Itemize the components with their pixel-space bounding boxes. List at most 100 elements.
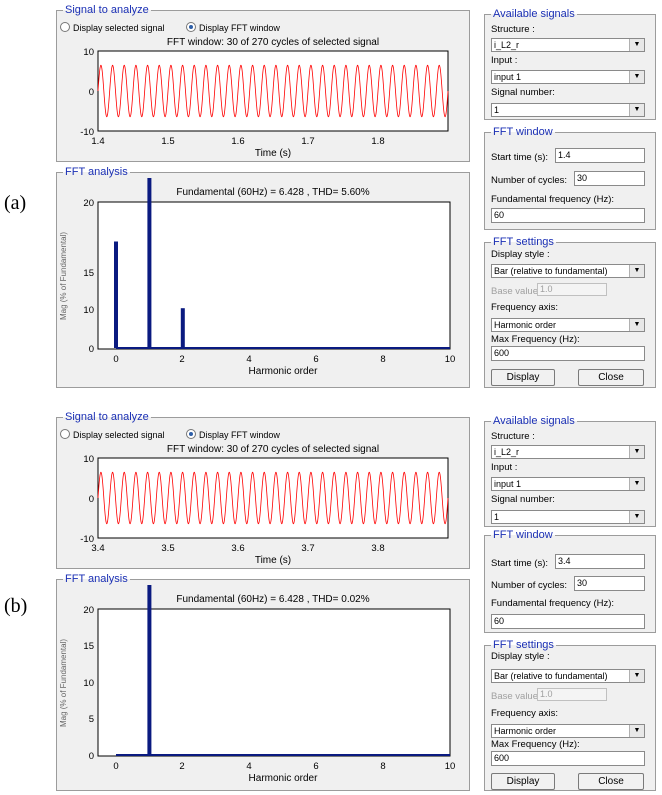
structure-select[interactable]: i_L2_r ▼ xyxy=(491,38,645,52)
y-tick-label: 0 xyxy=(89,751,94,762)
available-signals-group: Available signals xyxy=(484,8,656,120)
y-tick-label: 0 xyxy=(89,87,94,98)
radio-button-selected-icon xyxy=(186,429,196,439)
x-tick-label: 2 xyxy=(179,354,184,365)
frequency-axis-select[interactable]: Harmonic order ▼ xyxy=(491,318,645,332)
display-style-label: Display style : xyxy=(491,651,550,662)
base-value-input: 1.0 xyxy=(537,283,607,296)
signal-number-select[interactable]: 1 ▼ xyxy=(491,103,645,117)
max-frequency-input[interactable]: 600 xyxy=(491,346,645,361)
base-value-input: 1.0 xyxy=(537,688,607,701)
start-time-input[interactable]: 1.4 xyxy=(555,148,645,163)
input-label: Input : xyxy=(491,462,518,473)
fft-plot: Fundamental (60Hz) = 6.428 , THD= 5.60% … xyxy=(59,178,456,377)
input-select[interactable]: input 1 ▼ xyxy=(491,70,645,84)
panel-a: (a) Signal to analyze Display selected s… xyxy=(0,0,662,395)
number-of-cycles-input[interactable]: 30 xyxy=(574,171,645,186)
structure-select[interactable]: i_L2_r ▼ xyxy=(491,445,645,459)
input-select[interactable]: input 1 ▼ xyxy=(491,477,645,491)
y-tick-label: 15 xyxy=(83,268,94,279)
radio-display-fft-window[interactable]: Display FFT window xyxy=(186,22,280,33)
display-style-select[interactable]: Bar (relative to fundamental) ▼ xyxy=(491,669,645,683)
y-axis-label: Mag (% of Fundamental) xyxy=(59,232,68,320)
x-tick-label: 10 xyxy=(445,761,456,772)
x-axis-label: Time (s) xyxy=(255,148,291,159)
panel-label: (b) xyxy=(4,595,28,617)
y-tick-label: 0 xyxy=(89,494,94,505)
y-tick-label: 20 xyxy=(83,198,94,209)
y-tick-label: 10 xyxy=(83,678,94,689)
x-tick-label: 8 xyxy=(380,761,385,772)
radio-display-selected-signal[interactable]: Display selected signal xyxy=(60,429,165,440)
fft-plot-area xyxy=(97,608,451,757)
frequency-axis-label: Frequency axis: xyxy=(491,708,559,719)
start-time-label: Start time (s): xyxy=(491,558,549,569)
fft-bars xyxy=(114,178,185,348)
display-style-label: Display style : xyxy=(491,249,550,260)
harmonic-bar xyxy=(114,241,118,348)
panel-b: (b) Signal to analyze Display selected s… xyxy=(0,407,662,795)
x-tick-label: 3.4 xyxy=(91,543,104,554)
dropdown-arrow-icon: ▼ xyxy=(629,265,644,277)
radio-display-selected-signal[interactable]: Display selected signal xyxy=(60,22,165,33)
group-legend: Available signals xyxy=(493,8,575,20)
group-legend: FFT analysis xyxy=(65,166,128,178)
fft-settings-group: FFT settings xyxy=(484,236,656,388)
dropdown-arrow-icon: ▼ xyxy=(629,670,644,682)
start-time-input[interactable]: 3.4 xyxy=(555,554,645,569)
dropdown-arrow-icon: ▼ xyxy=(629,71,644,83)
x-tick-label: 3.7 xyxy=(301,543,314,554)
dropdown-arrow-icon: ▼ xyxy=(629,511,644,523)
y-tick-label: 20 xyxy=(83,605,94,616)
x-tick-label: 6 xyxy=(313,354,318,365)
display-button[interactable]: Display xyxy=(491,369,555,386)
y-tick-label: 0 xyxy=(89,344,94,355)
group-legend: Signal to analyze xyxy=(65,4,149,16)
fundamental-frequency-input[interactable]: 60 xyxy=(491,614,645,629)
fft-bars xyxy=(147,585,152,755)
harmonic-bar xyxy=(180,308,185,348)
x-axis-label: Time (s) xyxy=(255,555,291,566)
close-button[interactable]: Close xyxy=(578,369,644,386)
dropdown-arrow-icon: ▼ xyxy=(629,319,644,331)
panel-label: (a) xyxy=(4,192,27,214)
dropdown-arrow-icon: ▼ xyxy=(629,478,644,490)
signal-number-label: Signal number: xyxy=(491,87,555,98)
number-of-cycles-label: Number of cycles: xyxy=(491,175,568,186)
x-tick-label: 10 xyxy=(445,354,456,365)
max-frequency-input[interactable]: 600 xyxy=(491,751,645,766)
harmonic-bar xyxy=(147,585,152,755)
group-legend: FFT settings xyxy=(493,236,554,248)
x-tick-label: 4 xyxy=(246,354,251,365)
close-button[interactable]: Close xyxy=(578,773,644,790)
start-time-label: Start time (s): xyxy=(491,152,549,163)
group-legend: FFT analysis xyxy=(65,573,128,585)
frequency-axis-label: Frequency axis: xyxy=(491,302,559,313)
y-tick-label: 10 xyxy=(83,454,94,465)
available-signals-group: Available signals xyxy=(484,415,656,527)
number-of-cycles-input[interactable]: 30 xyxy=(574,576,645,591)
radio-display-fft-window[interactable]: Display FFT window xyxy=(186,429,280,440)
display-style-select[interactable]: Bar (relative to fundamental) ▼ xyxy=(491,264,645,278)
fundamental-frequency-label: Fundamental frequency (Hz): xyxy=(491,598,615,609)
y-tick-label: 10 xyxy=(83,47,94,58)
x-tick-label: 0 xyxy=(113,761,118,772)
dropdown-arrow-icon: ▼ xyxy=(629,104,644,116)
x-tick-label: 1.5 xyxy=(161,136,174,147)
x-tick-label: 1.8 xyxy=(371,136,384,147)
y-tick-label: 10 xyxy=(83,305,94,316)
display-button[interactable]: Display xyxy=(491,773,555,790)
base-value-label: Base value: xyxy=(491,691,541,702)
group-legend: FFT settings xyxy=(493,639,554,651)
x-tick-label: 6 xyxy=(313,761,318,772)
signal-number-select[interactable]: 1 ▼ xyxy=(491,510,645,524)
x-tick-label: 2 xyxy=(179,761,184,772)
fundamental-frequency-input[interactable]: 60 xyxy=(491,208,645,223)
x-tick-label: 1.7 xyxy=(301,136,314,147)
signal-waveform xyxy=(97,471,449,525)
x-axis-label: Harmonic order xyxy=(249,366,319,377)
dropdown-arrow-icon: ▼ xyxy=(629,39,644,51)
frequency-axis-select[interactable]: Harmonic order ▼ xyxy=(491,724,645,738)
number-of-cycles-label: Number of cycles: xyxy=(491,580,568,591)
fundamental-frequency-label: Fundamental frequency (Hz): xyxy=(491,194,615,205)
